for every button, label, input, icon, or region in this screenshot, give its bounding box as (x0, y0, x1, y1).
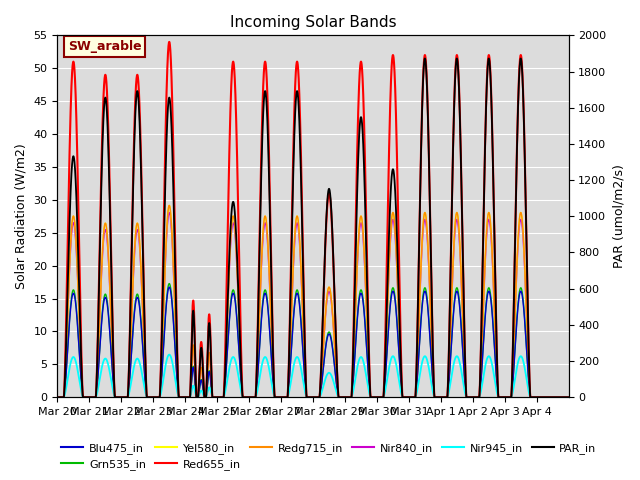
Text: SW_arable: SW_arable (68, 40, 141, 53)
Title: Incoming Solar Bands: Incoming Solar Bands (230, 15, 396, 30)
Legend: Blu475_in, Grn535_in, Yel580_in, Red655_in, Redg715_in, Nir840_in, Nir945_in, PA: Blu475_in, Grn535_in, Yel580_in, Red655_… (57, 438, 601, 474)
Y-axis label: PAR (umol/m2/s): PAR (umol/m2/s) (612, 164, 625, 268)
Y-axis label: Solar Radiation (W/m2): Solar Radiation (W/m2) (15, 144, 28, 289)
